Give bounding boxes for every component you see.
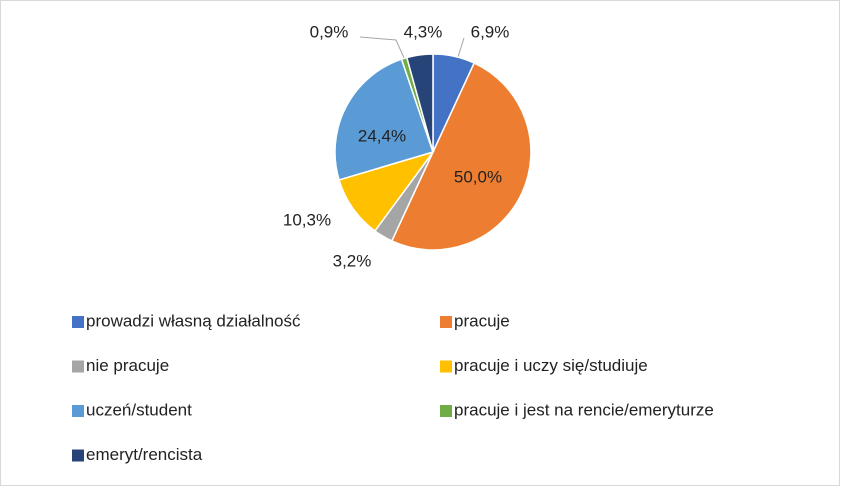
legend-label: pracuje i jest na rencie/emeryturze [454,400,714,419]
data-label: 50,0% [454,167,502,186]
legend-swatch [440,405,452,417]
legend-swatch [72,316,84,328]
legend-swatch [72,360,84,373]
leader-line [359,36,406,61]
legend-swatch [440,316,452,328]
legend-label: emeryt/rencista [86,445,203,464]
legend-label: prowadzi własną działalność [86,311,301,330]
legend-label: nie pracuje [86,356,169,375]
data-label: 24,4% [358,126,406,145]
leader-line [457,37,465,58]
legend-swatch [440,360,452,373]
pie-slice [334,58,434,181]
legend-swatch [72,405,84,417]
data-label: 3,2% [333,251,372,270]
data-label: 0,9% [310,22,349,41]
data-label: 4,3% [404,22,443,41]
pie-slice [390,62,532,251]
data-label: 10,3% [283,210,331,229]
legend-swatch [72,449,84,462]
data-label: 6,9% [471,22,510,41]
legend-label: pracuje [454,311,510,330]
legend-label: uczeń/student [86,400,192,419]
pie-slice [405,53,434,153]
legend-label: pracuje i uczy się/studiuje [454,356,648,375]
